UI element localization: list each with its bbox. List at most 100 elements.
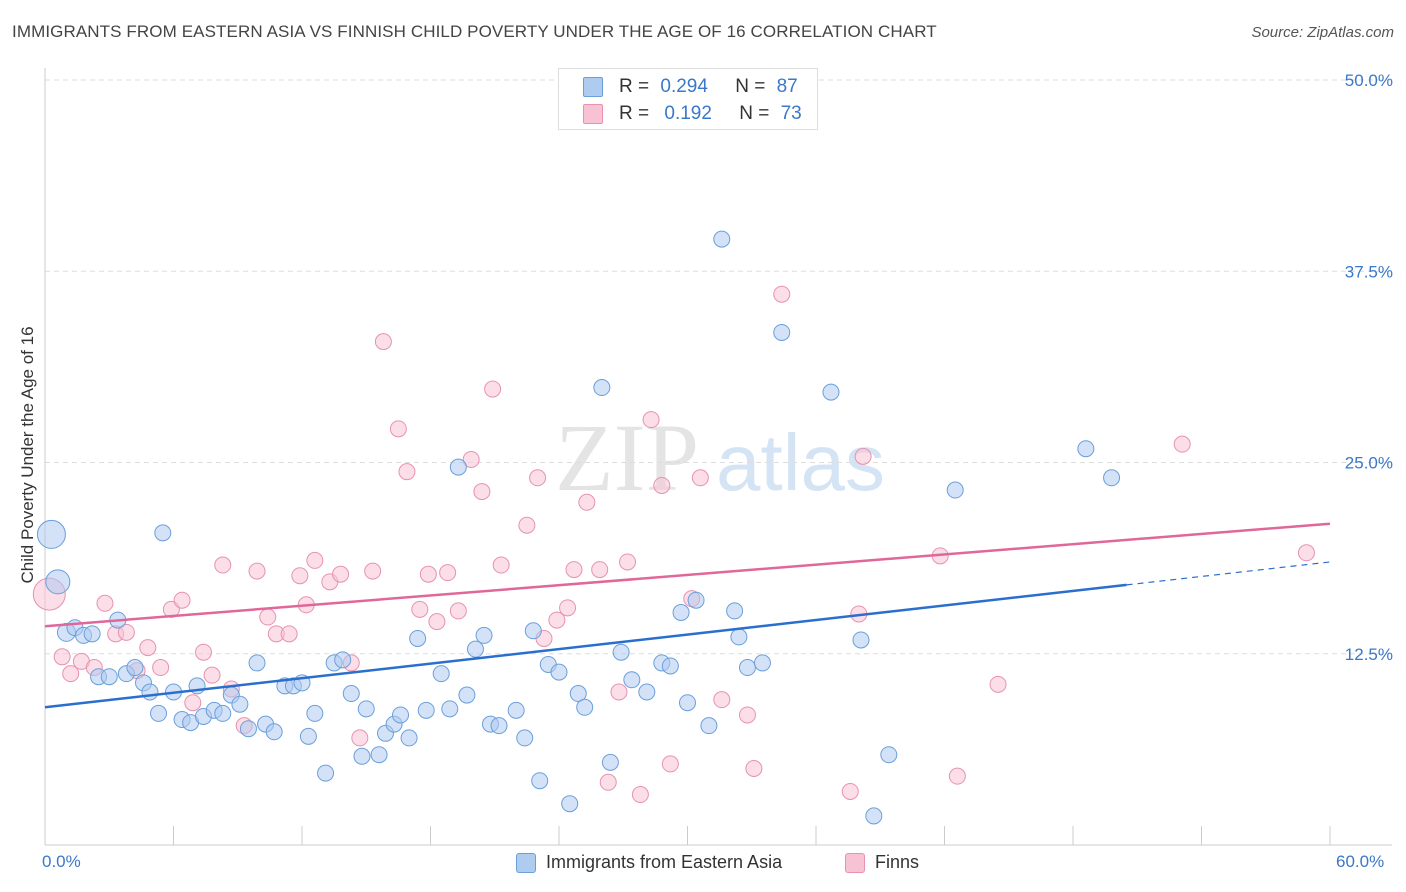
finns-point — [374, 333, 392, 351]
finns-point — [578, 493, 596, 511]
eastern-asia-point — [865, 807, 883, 825]
finns-point — [139, 639, 157, 657]
eastern-asia-point — [672, 603, 690, 621]
finns-point — [1297, 544, 1315, 562]
eastern-asia-point — [334, 651, 352, 669]
eastern-asia-point — [679, 694, 696, 712]
watermark-zip: ZIP — [555, 404, 699, 511]
finns-point — [854, 447, 872, 465]
source-label: Source: ZipAtlas.com — [1251, 24, 1394, 41]
eastern-asia-point — [100, 668, 118, 686]
eastern-asia-point — [687, 591, 705, 609]
legend-swatch-blue — [583, 77, 603, 97]
eastern-asia-point — [417, 701, 435, 719]
trend-lines — [44, 522, 1331, 709]
eastern-asia-point — [593, 379, 611, 397]
eastern-asia-point — [475, 626, 493, 644]
y-tick-labels: 12.5% 25.0% 37.5% 50.0% — [1345, 71, 1393, 664]
legend-swatch-blue — [516, 852, 536, 873]
finns-point — [518, 516, 536, 534]
eastern-asia-point — [623, 671, 641, 689]
eastern-asia-point — [36, 519, 66, 549]
finns-point — [194, 643, 212, 661]
finns-point — [291, 567, 309, 585]
eastern-asia-point — [822, 383, 840, 401]
eastern-asia-point — [458, 686, 476, 704]
eastern-asia-point — [612, 643, 630, 661]
finns-point — [591, 561, 609, 579]
finns-point — [661, 755, 679, 773]
eastern-asia-point — [524, 622, 542, 640]
series-eastern-asia-points — [36, 230, 1121, 825]
finns-point — [473, 483, 491, 501]
eastern-asia-point — [357, 700, 375, 718]
x-tick-label-min: 0.0% — [42, 852, 81, 871]
y-tick-label: 50.0% — [1345, 71, 1393, 90]
eastern-asia-point — [248, 654, 266, 672]
eastern-asia-point — [753, 654, 771, 672]
finns-point — [398, 463, 416, 481]
finns-point — [559, 599, 577, 617]
eastern-asia-point — [342, 685, 360, 703]
finns-point — [653, 476, 671, 494]
eastern-asia-point — [569, 685, 587, 703]
legend-n-label: N = — [739, 103, 770, 124]
legend-label-finns: Finns — [875, 852, 920, 872]
finns-point — [599, 773, 617, 791]
finns-point — [948, 767, 966, 785]
finns-point — [548, 611, 566, 629]
legend-r-value: 0.192 — [664, 103, 712, 124]
eastern-asia-point — [154, 524, 172, 542]
eastern-asia-point — [231, 695, 249, 713]
legend-item-eastern-asia: Immigrants from Eastern Asia — [516, 852, 782, 873]
finns-point — [841, 782, 859, 800]
finns-point — [306, 551, 324, 569]
finns-point — [773, 285, 791, 303]
finns-point — [449, 602, 467, 620]
eastern-asia-point — [516, 729, 534, 747]
eastern-asia-point — [449, 458, 467, 476]
eastern-asia-point — [299, 727, 317, 745]
eastern-asia-point — [531, 772, 549, 790]
eastern-asia-point — [490, 717, 508, 735]
eastern-asia-point — [726, 602, 744, 620]
eastern-asia-point — [713, 230, 731, 248]
finns-point — [462, 450, 480, 468]
finns-point — [428, 613, 446, 631]
eastern-asia-point — [83, 625, 101, 643]
eastern-asia-point — [738, 659, 756, 677]
eastern-asia-point — [214, 704, 232, 722]
y-tick-label: 37.5% — [1345, 262, 1393, 281]
finns-point — [117, 623, 135, 641]
finns-point — [203, 666, 221, 684]
y-tick-label: 25.0% — [1345, 454, 1393, 473]
finns-point — [1173, 435, 1191, 453]
eastern-asia-point — [239, 720, 257, 738]
eastern-asia-point — [730, 628, 748, 646]
eastern-asia-point — [141, 683, 159, 701]
finns-point — [62, 665, 80, 683]
y-tick-label: 12.5% — [1345, 645, 1393, 664]
finns-point — [745, 760, 763, 777]
finns-point — [439, 564, 457, 582]
finns-point — [691, 469, 709, 487]
finns-point — [53, 648, 71, 666]
x-tick-label-max: 60.0% — [1336, 852, 1385, 871]
finns-point — [280, 625, 298, 643]
finns-point — [610, 683, 628, 701]
eastern-asia-point — [306, 704, 324, 722]
legend-n-value: 87 — [776, 76, 798, 97]
legend-r-label: R = — [619, 103, 650, 124]
finns-point — [419, 565, 437, 583]
axes — [44, 68, 1392, 846]
eastern-asia-point — [601, 753, 619, 771]
eastern-asia-point — [880, 746, 898, 764]
finns-point — [619, 553, 637, 571]
finns-point — [259, 608, 277, 626]
correlation-legend: R = 0.294 N = 87 R = 0.192 N = 73 — [558, 68, 818, 130]
legend-item-finns: Finns — [845, 852, 919, 873]
eastern-asia-point — [150, 704, 168, 722]
finns-point — [492, 556, 510, 574]
finns-point — [989, 675, 1007, 693]
finns-point — [351, 729, 369, 747]
